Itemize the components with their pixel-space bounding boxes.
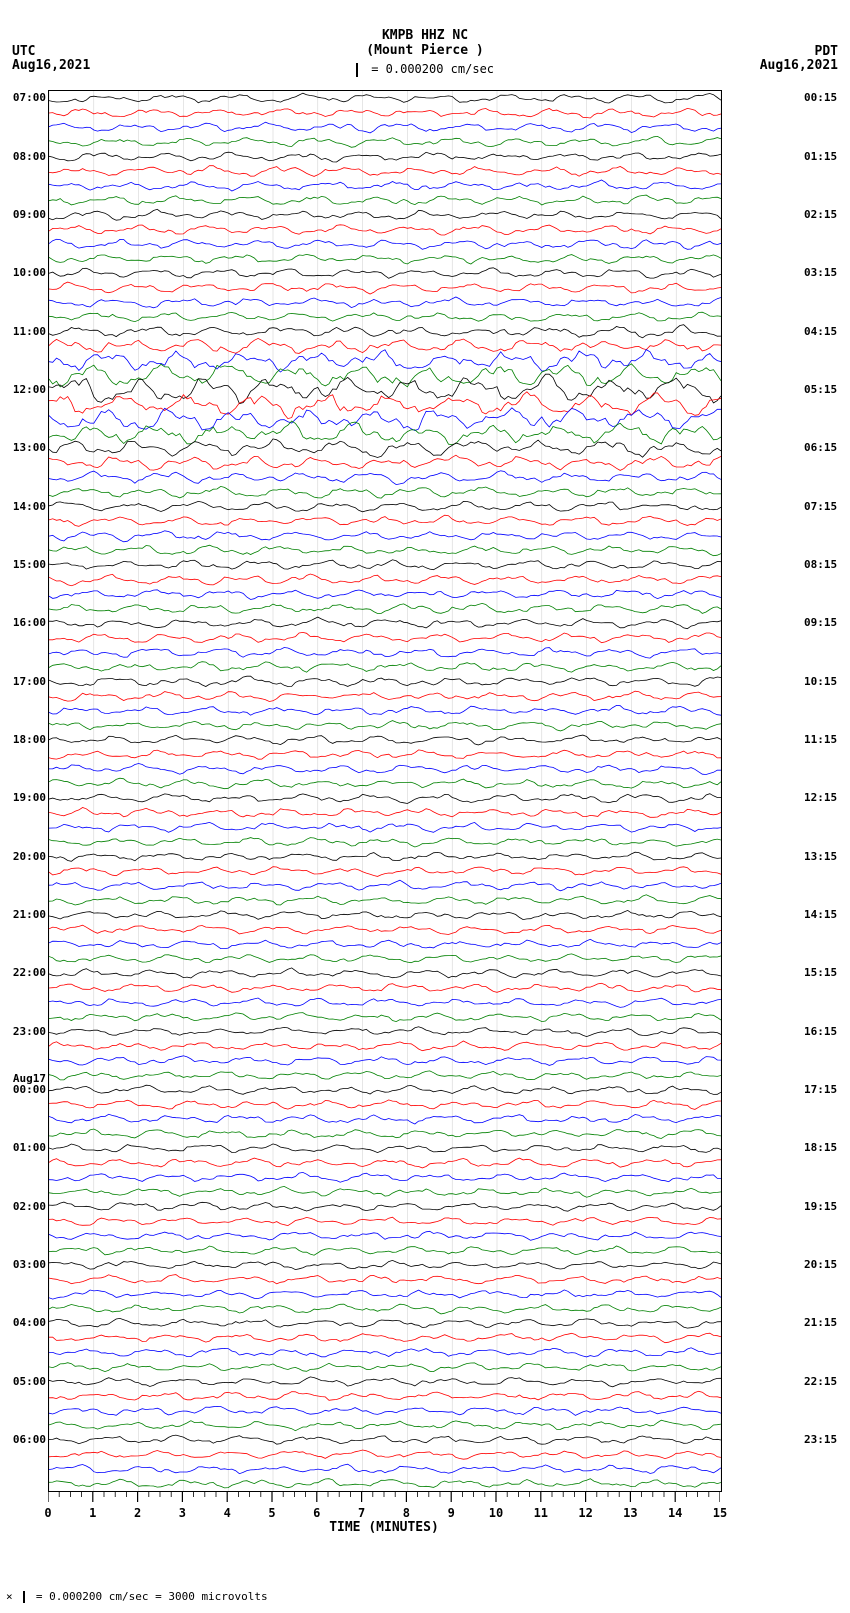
left-time-label: 15:00 <box>13 559 46 570</box>
right-time-label: 08:15 <box>804 559 837 570</box>
left-time-label: 07:00 <box>13 92 46 103</box>
left-time-label: 16:00 <box>13 617 46 628</box>
left-time-label: 14:00 <box>13 501 46 512</box>
scale-text: = 0.000200 cm/sec <box>371 62 494 76</box>
right-time-label: 04:15 <box>804 326 837 337</box>
left-timezone-label: UTC <box>12 44 35 59</box>
left-time-label: 11:00 <box>13 326 46 337</box>
right-time-label: 05:15 <box>804 384 837 395</box>
footer-scale: × = 0.000200 cm/sec = 3000 microvolts <box>6 1590 268 1603</box>
header: KMPB HHZ NC (Mount Pierce ) = 0.000200 c… <box>0 28 850 77</box>
right-time-label: 02:15 <box>804 209 837 220</box>
right-time-label: 20:15 <box>804 1259 837 1270</box>
seismogram-svg <box>49 91 721 1491</box>
right-time-label: 01:15 <box>804 151 837 162</box>
right-time-label: 06:15 <box>804 442 837 453</box>
left-time-label: 20:00 <box>13 851 46 862</box>
scale-bar-icon <box>356 63 358 77</box>
left-time-label: 00:00 <box>13 1084 46 1095</box>
right-time-label: 07:15 <box>804 501 837 512</box>
right-time-label: 22:15 <box>804 1376 837 1387</box>
x-tick-label: 2 <box>134 1506 141 1520</box>
left-time-label: 08:00 <box>13 151 46 162</box>
right-time-label: 15:15 <box>804 967 837 978</box>
right-time-label: 23:15 <box>804 1434 837 1445</box>
right-time-label: 00:15 <box>804 92 837 103</box>
right-time-label: 21:15 <box>804 1317 837 1328</box>
right-time-label: 16:15 <box>804 1026 837 1037</box>
x-tick-label: 15 <box>713 1506 727 1520</box>
x-tick-label: 13 <box>623 1506 637 1520</box>
left-time-label: 18:00 <box>13 734 46 745</box>
footer-mult: × <box>6 1590 13 1603</box>
x-tick-marks <box>48 1492 720 1506</box>
x-tick-label: 1 <box>89 1506 96 1520</box>
x-tick-label: 14 <box>668 1506 682 1520</box>
left-time-axis: 07:00 08:00 09:00 10:00 11:00 12:00 13:00 14:00… <box>6 90 46 1490</box>
right-time-label: 19:15 <box>804 1201 837 1212</box>
x-tick-label: 8 <box>403 1506 410 1520</box>
x-tick-label: 3 <box>179 1506 186 1520</box>
left-time-label: 17:00 <box>13 676 46 687</box>
x-tick-label: 4 <box>224 1506 231 1520</box>
right-time-label: 12:15 <box>804 792 837 803</box>
left-date-label: Aug16,2021 <box>12 58 90 73</box>
right-time-label: 13:15 <box>804 851 837 862</box>
scale-indicator: = 0.000200 cm/sec <box>0 62 850 77</box>
left-time-label: 05:00 <box>13 1376 46 1387</box>
x-tick-label: 7 <box>358 1506 365 1520</box>
right-time-label: 03:15 <box>804 267 837 278</box>
x-axis: TIME (MINUTES) 0123456789101112131415 <box>48 1492 720 1532</box>
footer-bar-icon <box>23 1591 25 1603</box>
right-time-label: 14:15 <box>804 909 837 920</box>
right-time-label: 10:15 <box>804 676 837 687</box>
left-time-label: 10:00 <box>13 267 46 278</box>
x-tick-label: 5 <box>268 1506 275 1520</box>
x-tick-label: 10 <box>489 1506 503 1520</box>
left-time-label: 13:00 <box>13 442 46 453</box>
right-time-label: 18:15 <box>804 1142 837 1153</box>
x-tick-label: 6 <box>313 1506 320 1520</box>
day-change-label: Aug17 <box>13 1072 46 1085</box>
right-timezone-label: PDT <box>815 44 838 59</box>
left-time-label: 02:00 <box>13 1201 46 1212</box>
station-title: KMPB HHZ NC <box>0 28 850 43</box>
left-time-label: 03:00 <box>13 1259 46 1270</box>
left-time-label: 23:00 <box>13 1026 46 1037</box>
left-time-label: 21:00 <box>13 909 46 920</box>
seismogram-container: KMPB HHZ NC (Mount Pierce ) = 0.000200 c… <box>0 0 850 1613</box>
right-time-label: 11:15 <box>804 734 837 745</box>
left-time-label: 09:00 <box>13 209 46 220</box>
right-date-label: Aug16,2021 <box>760 58 838 73</box>
right-time-axis: 00:15 01:15 02:15 03:15 04:15 05:15 06:15 07:15… <box>804 90 844 1490</box>
right-time-label: 17:15 <box>804 1084 837 1095</box>
helicorder-plot <box>48 90 722 1492</box>
x-tick-label: 9 <box>448 1506 455 1520</box>
x-tick-label: 0 <box>44 1506 51 1520</box>
left-time-label: 12:00 <box>13 384 46 395</box>
left-time-label: 22:00 <box>13 967 46 978</box>
x-tick-label: 12 <box>578 1506 592 1520</box>
left-time-label: 19:00 <box>13 792 46 803</box>
left-time-label: 06:00 <box>13 1434 46 1445</box>
left-time-label: 04:00 <box>13 1317 46 1328</box>
station-subtitle: (Mount Pierce ) <box>0 43 850 58</box>
left-time-label: 01:00 <box>13 1142 46 1153</box>
x-tick-label: 11 <box>534 1506 548 1520</box>
footer-text: = 0.000200 cm/sec = 3000 microvolts <box>36 1590 268 1603</box>
x-axis-title: TIME (MINUTES) <box>48 1520 720 1535</box>
right-time-label: 09:15 <box>804 617 837 628</box>
